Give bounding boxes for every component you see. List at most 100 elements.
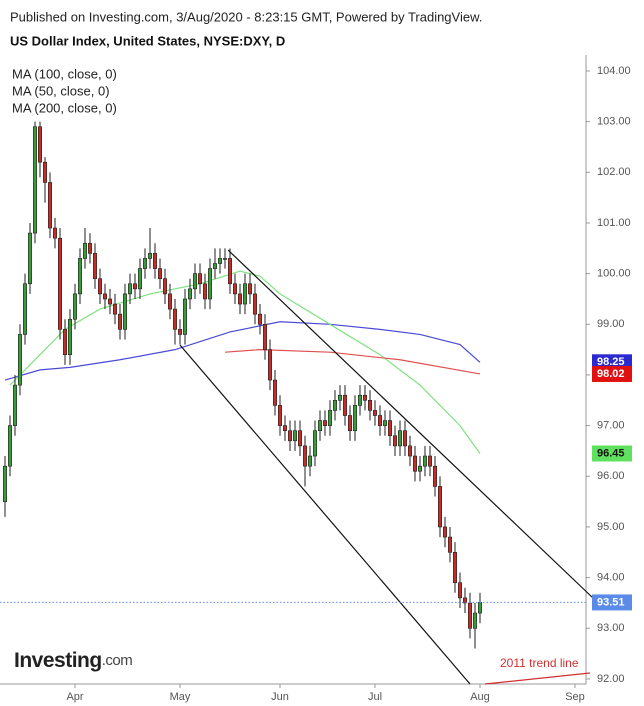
price-label-text: 98.25 [597, 356, 625, 368]
x-tick-label: Apr [66, 691, 83, 703]
price-label-text: 96.45 [597, 447, 625, 459]
legend-entry: MA (100, close, 0) [12, 66, 117, 81]
candle-body [168, 293, 173, 310]
candle-body [282, 425, 287, 431]
y-tick-label: 104.00 [597, 65, 631, 77]
candle-body [432, 465, 437, 487]
candle-body [347, 415, 352, 431]
logo: Investing.com [14, 649, 132, 672]
candle-body [307, 455, 312, 467]
candle-body [302, 445, 307, 467]
candle-body [213, 263, 218, 269]
candle-body [13, 384, 18, 426]
candle-body [317, 420, 322, 431]
price-label [592, 365, 632, 382]
candle-body [267, 349, 272, 381]
candle-body [68, 318, 73, 356]
y-tick-label: 92.00 [597, 673, 625, 685]
candle-body [133, 283, 138, 290]
candle-body [223, 258, 228, 260]
logo-name: Investing [14, 649, 102, 672]
candle-body [128, 283, 133, 295]
candle-body [287, 430, 292, 442]
y-tick-label: 93.00 [597, 622, 625, 634]
y-tick-label: 103.00 [597, 116, 631, 128]
candle-body [382, 420, 387, 426]
x-tick-label: Sep [565, 691, 585, 703]
candle-body [83, 242, 88, 259]
x-tick-label: Jun [271, 691, 289, 703]
candle-body [257, 313, 262, 325]
y-tick-label: 101.00 [597, 217, 631, 229]
chart-title: US Dollar Index, United States, NYSE:DXY… [10, 33, 285, 48]
legend-entry: MA (200, close, 0) [12, 100, 117, 115]
legend-entry: MA (50, close, 0) [12, 83, 110, 98]
candle-body [442, 526, 447, 538]
candle-body [402, 430, 407, 447]
candle-body [193, 273, 198, 290]
price-label [592, 445, 632, 462]
candle-body [103, 293, 108, 300]
candle-body [462, 597, 467, 604]
candle-body [52, 227, 57, 239]
candle-body [472, 612, 477, 629]
candle-body [17, 334, 22, 386]
candle-body [123, 293, 128, 330]
candle-body [412, 455, 417, 472]
candle-body [88, 242, 93, 254]
candle-body [113, 303, 118, 315]
header: Published on Investing.com, 3/Aug/2020 -… [10, 9, 482, 24]
price-label [592, 594, 632, 611]
candle-body [243, 283, 248, 305]
candle-body [238, 293, 243, 305]
candle-body [332, 399, 337, 411]
candle-body [377, 415, 382, 426]
candle-body [228, 258, 233, 285]
ma-line [4, 321, 481, 381]
candle-body [198, 273, 203, 285]
candle-body [437, 486, 442, 528]
annotation: 2011 trend line [500, 656, 579, 670]
candle-body [417, 465, 422, 472]
candle-body [98, 278, 103, 295]
y-tick-label: 102.00 [597, 166, 631, 178]
candle-body [47, 182, 52, 229]
candle-body [337, 394, 342, 401]
candle-body [108, 298, 113, 305]
candle-body [277, 405, 282, 426]
candle-body [218, 258, 223, 264]
candle-body [342, 394, 347, 416]
candle-body [183, 298, 188, 335]
candle-body [392, 435, 397, 447]
candle-body [372, 410, 377, 416]
y-tick-label: 100.00 [597, 268, 631, 280]
candle-body [153, 253, 158, 269]
candle-body [362, 394, 367, 401]
candle-body [93, 253, 98, 280]
candle-body [262, 324, 267, 350]
x-tick-label: May [170, 691, 191, 703]
candle-body [158, 268, 163, 280]
candle-body [422, 455, 427, 467]
candle-body [208, 268, 213, 300]
candle-body [292, 430, 297, 442]
candle-body [357, 394, 362, 406]
candle-body [78, 258, 83, 295]
candle-body [467, 602, 472, 629]
candle-body [312, 430, 317, 457]
candle-body [37, 126, 42, 163]
candle-body [173, 308, 178, 330]
candle-body [352, 405, 357, 431]
candle-body [57, 237, 62, 330]
plot [2, 121, 482, 649]
candle-body [188, 288, 193, 300]
candle-body [477, 602, 482, 614]
candle-body [42, 161, 47, 183]
candle-body [32, 126, 37, 234]
channel-upper [227, 249, 594, 599]
candle-body [62, 329, 67, 356]
candle-body [143, 258, 148, 269]
logo-suffix: .com [102, 652, 133, 669]
candle-body [457, 582, 462, 599]
candle-body [452, 551, 457, 583]
